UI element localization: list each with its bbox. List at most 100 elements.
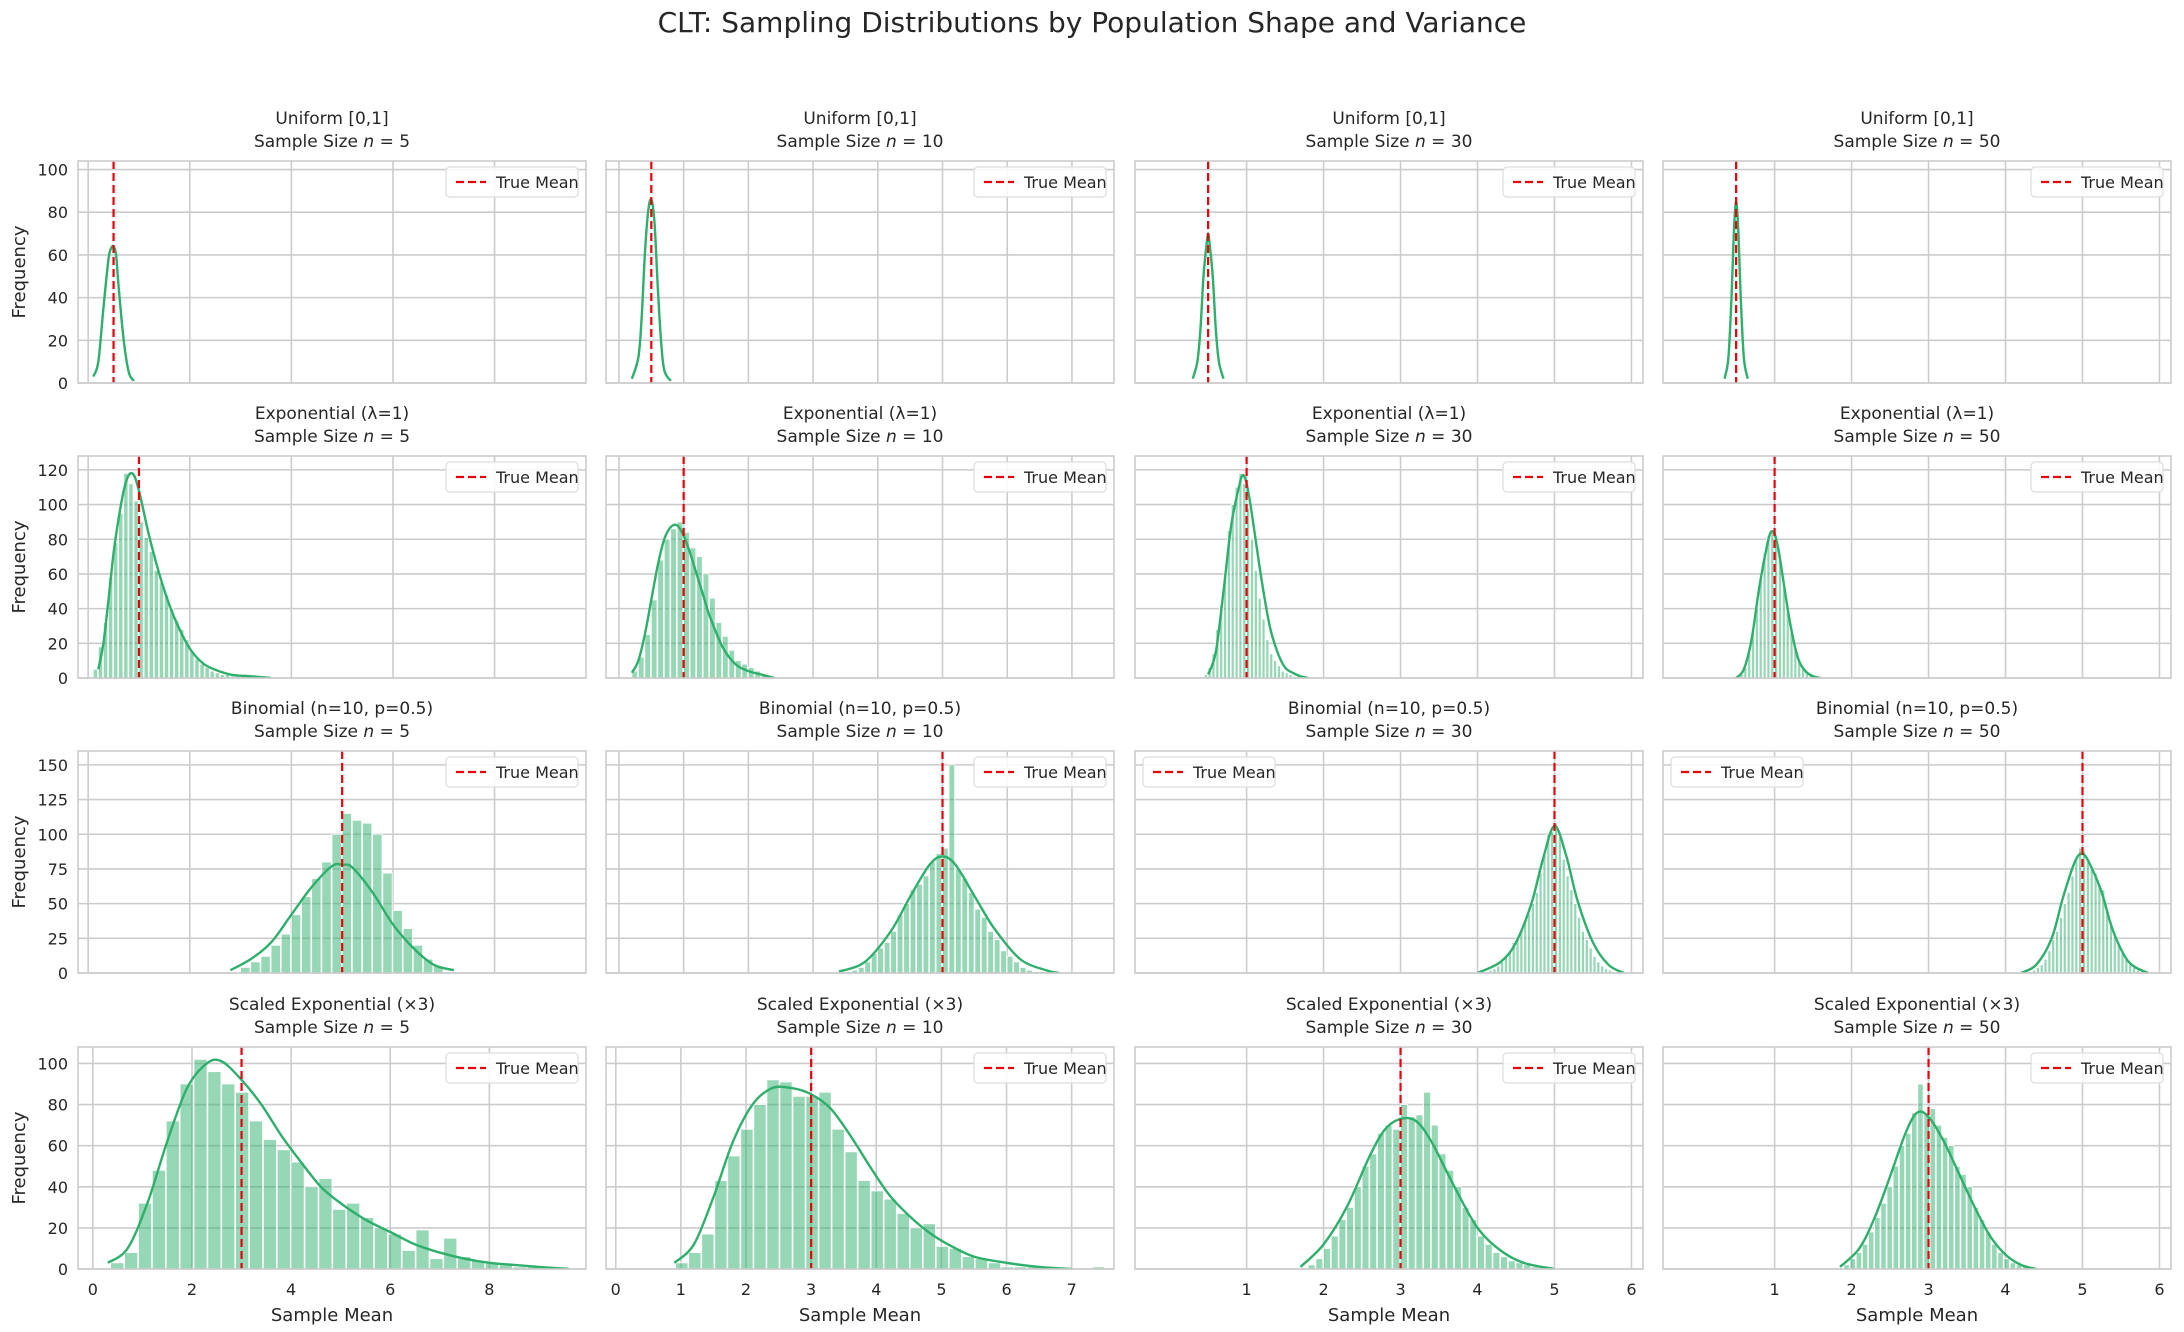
panel-subtitle: Sample Size n = 50	[1834, 1018, 2001, 1038]
histogram-bar	[143, 537, 149, 678]
plot-content	[107, 1047, 569, 1269]
histogram-bar	[967, 892, 975, 973]
histogram-bar	[689, 547, 697, 678]
kde-curve	[838, 855, 1060, 973]
histogram-bar	[1778, 559, 1782, 678]
plot-content	[630, 161, 672, 383]
histogram-bar	[138, 521, 144, 678]
histogram-bar	[221, 1083, 236, 1269]
histogram-bar	[341, 813, 352, 973]
legend-box	[1670, 756, 1804, 788]
y-tick-label: 100	[37, 161, 68, 180]
x-tick-label: 6	[1001, 1280, 1011, 1299]
x-tick-label: 4	[2000, 1280, 2010, 1299]
histogram-bar	[219, 674, 225, 678]
kde-curve	[1206, 473, 1309, 678]
legend-box	[1502, 461, 1636, 493]
histogram-bar	[1492, 968, 1497, 973]
legend: True Mean	[2030, 1052, 2164, 1084]
histogram-bar	[1438, 1153, 1447, 1269]
plot-content	[673, 1047, 1106, 1269]
panel-subtitle: Sample Size n = 10	[777, 427, 944, 447]
panel-subtitle: Sample Size n = 50	[1834, 132, 2001, 152]
y-axis-label: Frequency	[9, 520, 30, 613]
histogram-bar	[1898, 1145, 1906, 1269]
plot-content	[92, 161, 135, 383]
panel-subtitle: Sample Size n = 10	[777, 1018, 944, 1038]
histogram-bar	[1203, 674, 1208, 678]
y-tick-label: 125	[37, 791, 68, 810]
legend: True Mean	[2030, 166, 2164, 198]
histogram-bar	[118, 512, 124, 678]
histogram-bar	[1770, 531, 1775, 678]
legend-label: True Mean	[2080, 173, 2164, 192]
histogram-bar	[961, 1256, 975, 1269]
histogram-bar	[1000, 1266, 1014, 1269]
histogram-bar	[877, 947, 884, 973]
x-axis-label: Sample Mean	[271, 1305, 393, 1326]
subplot-3-2: Binomial (n=10, p=0.5) Sample Size n = 10…	[605, 699, 1115, 974]
y-tick-label: 20	[48, 1219, 68, 1238]
histogram-bar	[948, 764, 956, 973]
panel-subtitle: Sample Size n = 30	[1306, 427, 1473, 447]
subplot-1-4: Uniform [0,1] Sample Size n = 50 True Mean	[1662, 109, 2172, 384]
histogram-bar	[980, 917, 988, 973]
histogram-bar	[1315, 1258, 1324, 1269]
x-tick-label: 6	[2154, 1280, 2164, 1299]
histogram-bar	[113, 542, 119, 678]
panel-title: Exponential (λ=1)	[783, 404, 937, 424]
panel-title: Scaled Exponential (×3)	[757, 995, 963, 1015]
histogram-bar	[1353, 1186, 1362, 1269]
histogram-bar	[290, 1161, 305, 1269]
histogram-bar	[92, 668, 98, 678]
plot-content	[838, 751, 1060, 973]
histogram-bar	[169, 608, 175, 678]
histogram-bar	[709, 597, 716, 678]
x-tick-label: 2	[1318, 1280, 1328, 1299]
histogram-bar	[1766, 535, 1771, 678]
x-tick-label: 1	[1242, 1280, 1252, 1299]
histogram-bar	[1542, 854, 1547, 973]
histogram-bar	[123, 472, 129, 678]
y-axis-label: Frequency	[9, 815, 30, 908]
histogram-bar	[360, 1217, 374, 1269]
legend-box	[445, 756, 579, 788]
histogram-bar	[110, 1262, 125, 1269]
histogram-bar	[153, 570, 159, 678]
histogram-bar	[657, 559, 664, 678]
legend-box	[973, 756, 1107, 788]
histogram-bar	[2074, 858, 2079, 973]
histogram-bar	[392, 910, 403, 973]
legend: True Mean	[445, 756, 579, 788]
y-tick-label: 25	[48, 929, 68, 948]
histogram-bar	[1942, 1137, 1949, 1269]
histogram-bar	[688, 1252, 702, 1269]
histogram-bar	[701, 1233, 715, 1269]
histogram-bar	[2035, 967, 2040, 973]
panel-title: Scaled Exponential (×3)	[1286, 995, 1492, 1015]
histogram-bar	[2055, 930, 2059, 973]
histogram-bar	[1954, 1165, 1961, 1269]
histogram-bar	[631, 670, 638, 678]
histogram-bar	[909, 1227, 923, 1269]
histogram-bar	[1377, 1132, 1385, 1269]
histogram-bar	[1527, 914, 1531, 973]
panel-subtitle: Sample Size n = 5	[254, 722, 410, 742]
histogram-bar	[174, 620, 180, 678]
panel-title: Binomial (n=10, p=0.5)	[759, 699, 961, 719]
y-axis-label: Frequency	[9, 1111, 30, 1204]
legend-box	[445, 461, 579, 493]
histogram-bar	[1561, 858, 1566, 973]
y-tick-label: 0	[58, 374, 68, 393]
histogram-bar	[1519, 930, 1524, 973]
panel-subtitle: Sample Size n = 30	[1306, 722, 1473, 742]
histogram-bar	[922, 875, 930, 973]
panel-title: Uniform [0,1]	[803, 109, 916, 129]
legend-label: True Mean	[1023, 173, 1107, 192]
histogram-bar	[2097, 883, 2102, 973]
histogram-bar	[1269, 653, 1274, 678]
x-tick-label: 8	[484, 1280, 494, 1299]
histogram-bar	[857, 1180, 871, 1269]
histogram-bar	[163, 594, 170, 678]
histogram-bar	[1917, 1083, 1924, 1269]
